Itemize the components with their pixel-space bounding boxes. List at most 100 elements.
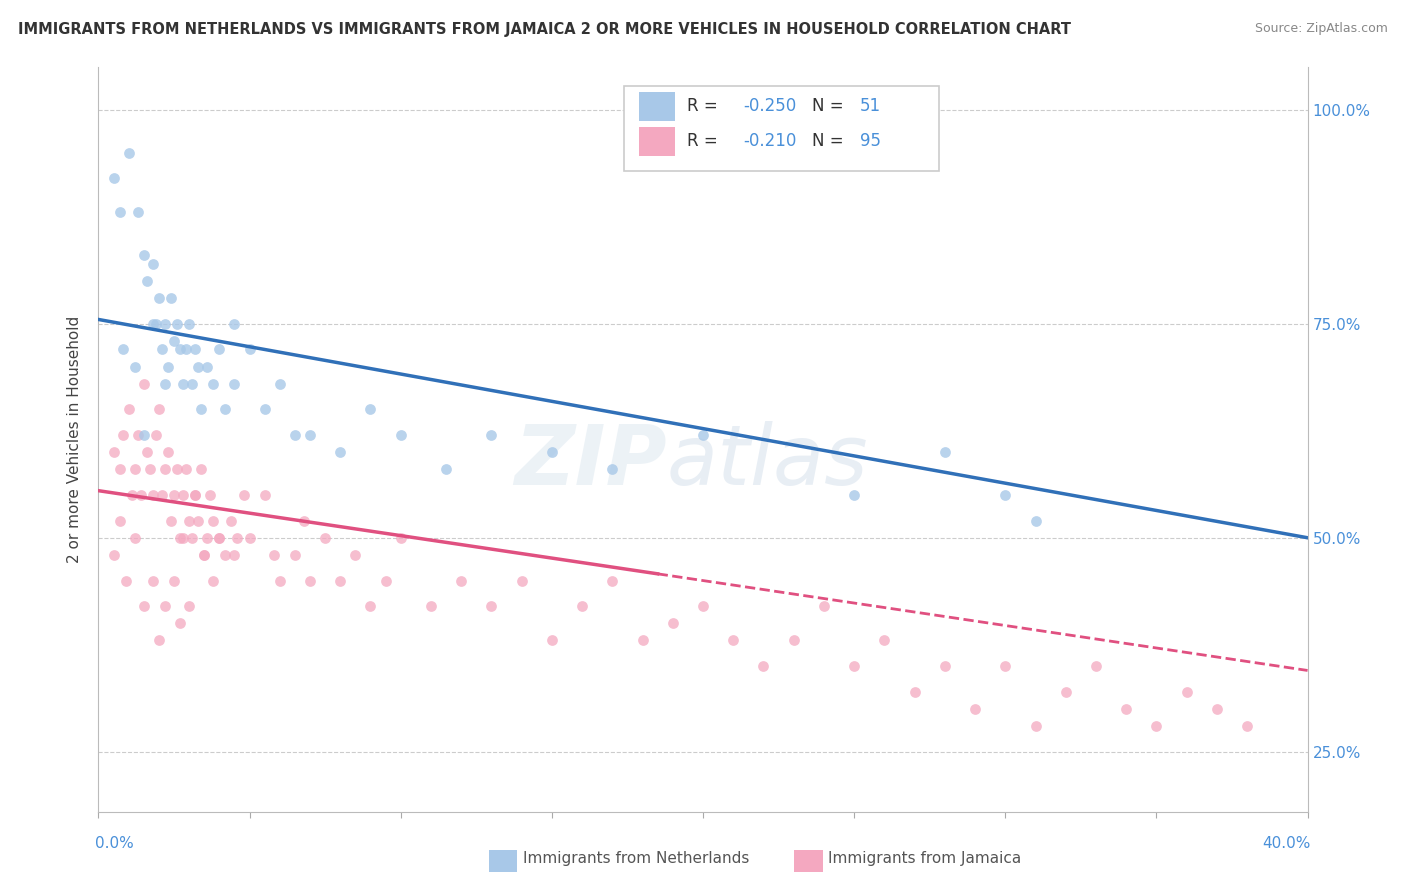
Point (723, 633, 745, 648)
Text: 95: 95 (860, 132, 882, 151)
Point (329, 445, 352, 459)
Point (1175, 685, 1198, 699)
Point (108, 205, 131, 219)
Point (127, 428, 149, 442)
Point (181, 531, 204, 545)
Point (132, 376, 155, 391)
Point (142, 257, 165, 271)
Point (299, 574, 322, 588)
Point (174, 343, 197, 357)
Point (172, 376, 194, 391)
Point (263, 548, 285, 562)
Point (253, 402, 276, 417)
Point (284, 548, 307, 562)
Point (1024, 514, 1046, 528)
Point (124, 462, 146, 476)
Text: Source: ZipAtlas.com: Source: ZipAtlas.com (1254, 22, 1388, 36)
Point (160, 291, 183, 305)
Point (1054, 685, 1077, 699)
Point (118, 145, 141, 160)
Point (1236, 719, 1258, 733)
Point (190, 462, 212, 476)
Text: R =: R = (688, 132, 723, 151)
Point (148, 633, 170, 648)
Point (145, 317, 167, 331)
Point (510, 574, 533, 588)
Point (108, 462, 131, 476)
Point (269, 574, 291, 588)
Point (224, 376, 246, 391)
Point (1024, 719, 1046, 733)
Point (661, 616, 683, 631)
Point (389, 428, 412, 442)
Point (179, 599, 201, 614)
Point (187, 359, 209, 374)
Point (221, 514, 243, 528)
Point (202, 514, 225, 528)
Point (190, 402, 212, 417)
Point (269, 376, 291, 391)
Point (360, 599, 382, 614)
Point (142, 488, 165, 502)
Point (344, 548, 367, 562)
Point (139, 462, 162, 476)
Point (299, 428, 322, 442)
Text: 0.0%: 0.0% (96, 836, 134, 851)
Point (193, 548, 215, 562)
Point (129, 488, 152, 502)
Point (450, 574, 472, 588)
Text: N =: N = (811, 97, 849, 115)
Text: N =: N = (811, 132, 849, 151)
Point (148, 291, 170, 305)
Point (934, 445, 956, 459)
Text: IMMIGRANTS FROM NETHERLANDS VS IMMIGRANTS FROM JAMAICA 2 OR MORE VEHICLES IN HOU: IMMIGRANTS FROM NETHERLANDS VS IMMIGRANT… (18, 22, 1071, 37)
Text: 51: 51 (860, 97, 882, 115)
Point (132, 428, 155, 442)
Point (187, 514, 209, 528)
FancyBboxPatch shape (624, 86, 939, 171)
Point (844, 488, 866, 502)
Point (253, 488, 276, 502)
Text: Immigrants from Netherlands: Immigrants from Netherlands (523, 851, 749, 865)
Point (540, 633, 562, 648)
Point (1144, 719, 1167, 733)
Point (284, 428, 307, 442)
Point (208, 531, 231, 545)
Point (420, 599, 443, 614)
Point (111, 428, 134, 442)
Point (226, 531, 249, 545)
Point (1206, 702, 1229, 716)
Point (184, 343, 207, 357)
Point (224, 317, 246, 331)
Text: R =: R = (688, 97, 723, 115)
Point (135, 274, 157, 288)
Point (142, 317, 165, 331)
Point (103, 171, 125, 186)
Point (200, 488, 222, 502)
Point (169, 531, 191, 545)
Point (1115, 702, 1137, 716)
Point (232, 488, 254, 502)
Text: atlas: atlas (666, 421, 869, 502)
Point (481, 599, 503, 614)
Point (150, 488, 173, 502)
Point (174, 462, 197, 476)
Point (934, 659, 956, 673)
Point (214, 548, 236, 562)
Point (184, 488, 207, 502)
Point (195, 531, 218, 545)
FancyBboxPatch shape (638, 128, 675, 155)
Point (202, 574, 225, 588)
Point (994, 659, 1017, 673)
Point (389, 531, 412, 545)
Point (374, 574, 396, 588)
Point (153, 317, 176, 331)
Point (752, 659, 775, 673)
Point (124, 531, 146, 545)
Point (571, 599, 593, 614)
Point (145, 428, 167, 442)
Point (163, 334, 186, 348)
Point (132, 599, 155, 614)
Point (169, 343, 191, 357)
Point (314, 531, 336, 545)
